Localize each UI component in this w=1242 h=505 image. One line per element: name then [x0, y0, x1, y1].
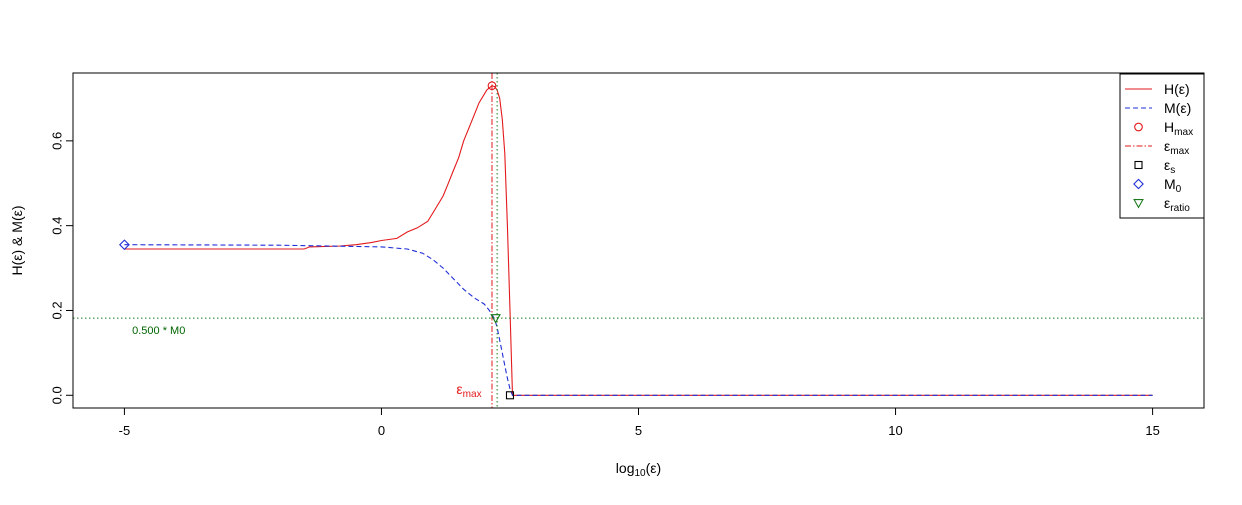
point-eps_ratio [490, 314, 501, 324]
legend-entry: H(ε) [1125, 81, 1190, 97]
legend-label-sub: max [1170, 146, 1189, 157]
legend-label-sub: max [1174, 127, 1193, 138]
x-tick-label: 10 [888, 423, 902, 438]
point-Hmax [487, 81, 497, 91]
series-M-line [124, 244, 1153, 396]
legend-entry: M0 [1133, 176, 1182, 195]
y-axis-label: H(ε) & M(ε) [9, 205, 25, 275]
x-tick-label: 5 [635, 423, 642, 438]
x-tick-label: -5 [119, 423, 131, 438]
x-axis-label-main: log [616, 460, 635, 476]
legend-label: Hmax [1164, 119, 1193, 138]
x-tick-label: 0 [378, 423, 385, 438]
legend-label: εratio [1164, 195, 1190, 214]
legend-label-main: ε [1164, 195, 1170, 211]
markers-layer [119, 81, 515, 400]
legend-label-main: M(ε) [1164, 100, 1191, 116]
legend-label: εmax [1164, 138, 1189, 157]
legend-label-main: H(ε) [1164, 81, 1190, 97]
legend-entry: εratio [1133, 195, 1190, 214]
legend-marker-swatch [1133, 199, 1144, 209]
annotation-ratio-label: 0.500 * M0 [132, 325, 185, 337]
legend-entry: M(ε) [1125, 100, 1191, 116]
legend-entry: εs [1134, 157, 1175, 176]
point-M0 [119, 239, 130, 251]
series-H-line [124, 85, 1153, 396]
legend-label-main: ε [1164, 138, 1170, 154]
y-tick-label: 0.2 [49, 301, 64, 319]
y-tick-label: 0.0 [49, 386, 64, 404]
legend-entry: εmax [1125, 138, 1189, 157]
legend-label: M0 [1164, 176, 1182, 195]
annotation-eps-max-label-sub: max [463, 389, 482, 400]
annotation-eps-max-label: εmax [456, 381, 481, 400]
x-tick-label: 15 [1145, 423, 1159, 438]
plot-frame [72, 72, 1205, 409]
annotation-eps-max-label-main: ε [456, 381, 462, 397]
legend-label-main: H [1164, 119, 1174, 135]
legend-label-main: M [1164, 176, 1176, 192]
legend-label: εs [1164, 157, 1175, 176]
x-axis-label: log10(ε) [616, 460, 661, 479]
point-eps_s [505, 391, 515, 400]
reference-lines-layer [73, 73, 1204, 408]
legend-label: H(ε) [1164, 81, 1190, 97]
legend-marker-swatch [1133, 178, 1144, 190]
x-axis-label-tail: (ε) [646, 460, 662, 476]
legend-label-sub: ratio [1170, 203, 1190, 214]
legend-marker-swatch [1134, 160, 1143, 170]
x-axis-label-sub: 10 [634, 468, 646, 479]
legend-label-main: ε [1164, 157, 1170, 173]
legend-label-sub: 0 [1176, 184, 1182, 195]
y-tick-label: 0.6 [49, 132, 64, 150]
legend-label-sub: s [1170, 165, 1175, 176]
legend-label: M(ε) [1164, 100, 1191, 116]
series-layer [124, 85, 1153, 396]
legend-entry: Hmax [1134, 119, 1193, 138]
y-tick-label: 0.4 [49, 217, 64, 235]
annotations-layer: 0.500 * M0 εmax [132, 325, 482, 400]
legend-marker-swatch [1134, 122, 1143, 132]
legend-box [1119, 73, 1205, 219]
